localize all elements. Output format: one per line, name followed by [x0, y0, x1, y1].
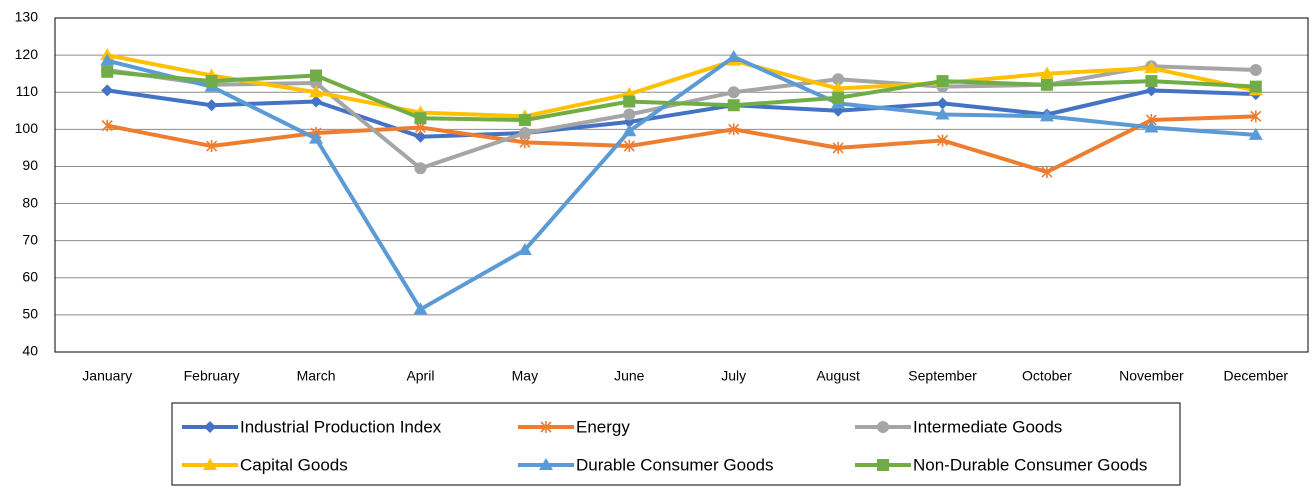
legend-label: Non-Durable Consumer Goods [913, 455, 1147, 474]
marker [936, 134, 949, 147]
marker [517, 242, 532, 255]
x-tick-label: July [721, 368, 746, 384]
x-tick-label: December [1223, 368, 1288, 384]
y-tick-label: 40 [22, 343, 38, 359]
marker [518, 127, 531, 140]
marker [414, 130, 427, 143]
marker [413, 302, 428, 315]
marker [309, 131, 324, 144]
series-line [107, 69, 1256, 123]
marker [205, 99, 218, 112]
marker [726, 49, 741, 62]
marker [727, 99, 740, 112]
x-tick-label: June [614, 368, 645, 384]
y-tick-label: 130 [15, 9, 39, 25]
marker [935, 107, 950, 120]
legend-box [171, 402, 1181, 486]
marker [1248, 127, 1263, 140]
plot-border [54, 17, 1309, 353]
marker [309, 85, 324, 98]
y-tick-label: 60 [22, 268, 38, 284]
marker [539, 458, 553, 470]
y-tick-label: 100 [15, 120, 39, 136]
legend-label: Industrial Production Index [240, 417, 442, 436]
y-tick-label: 90 [22, 157, 38, 173]
legend: Industrial Production Index Energy Interme… [171, 402, 1181, 486]
y-tick-label: 120 [15, 46, 39, 62]
marker [1144, 61, 1159, 74]
marker [540, 421, 552, 433]
marker [832, 91, 845, 104]
marker [877, 459, 889, 471]
marker [414, 162, 427, 175]
x-tick-label: January [82, 368, 132, 384]
marker [1039, 109, 1054, 122]
x-tick-label: February [184, 368, 240, 384]
marker [310, 95, 323, 108]
marker [101, 84, 114, 97]
marker [936, 97, 949, 110]
marker [1039, 66, 1054, 79]
marker [623, 108, 636, 121]
y-tick-label: 50 [22, 306, 38, 322]
marker [1144, 120, 1159, 133]
marker [203, 458, 217, 470]
x-tick-label: November [1119, 368, 1184, 384]
y-tick-label: 70 [22, 231, 38, 247]
y-tick-label: 80 [22, 194, 38, 210]
x-tick-label: March [297, 368, 336, 384]
marker [206, 140, 218, 153]
marker [622, 124, 637, 137]
x-tick-label: October [1022, 368, 1072, 384]
x-tick-label: August [816, 368, 860, 384]
series-line [106, 54, 1256, 312]
marker [832, 73, 845, 86]
legend-label: Capital Goods [240, 455, 348, 474]
marker [310, 69, 323, 82]
marker [101, 65, 114, 78]
marker [1145, 75, 1158, 88]
marker [205, 75, 218, 88]
marker [831, 81, 846, 94]
marker [414, 112, 427, 125]
y-tick-label: 110 [16, 83, 39, 99]
series-line [106, 53, 1257, 119]
marker [728, 123, 740, 136]
marker [518, 114, 531, 127]
x-tick-label: May [512, 368, 538, 384]
legend-label: Intermediate Goods [913, 417, 1062, 436]
series-line [106, 114, 1256, 175]
x-tick-label: April [406, 368, 434, 384]
marker [832, 141, 844, 154]
marker [204, 421, 216, 433]
series-line [106, 88, 1256, 139]
marker [727, 86, 740, 99]
marker [623, 140, 635, 153]
legend-label: Energy [576, 417, 630, 436]
legend-label: Durable Consumer Goods [576, 455, 773, 474]
marker [100, 53, 115, 66]
marker [877, 421, 889, 433]
marker [1041, 166, 1053, 179]
x-tick-label: September [908, 368, 977, 384]
marker [936, 75, 949, 88]
marker [1249, 80, 1262, 93]
marker [1040, 78, 1053, 91]
marker [1250, 110, 1262, 123]
marker [1145, 84, 1158, 97]
marker [101, 119, 113, 132]
marker [1249, 63, 1262, 76]
marker [623, 95, 636, 108]
